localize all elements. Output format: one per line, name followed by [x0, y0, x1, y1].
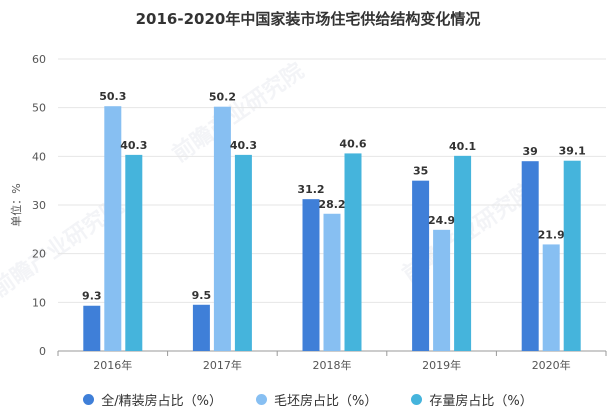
y-tick-label: 30 — [32, 199, 46, 212]
legend-item[interactable]: 毛坯房占比（%） — [256, 390, 377, 409]
bar — [542, 244, 560, 351]
legend-label: 毛坯房占比（%） — [274, 394, 378, 409]
y-tick-label: 60 — [32, 53, 46, 66]
data-label: 9.3 — [82, 290, 102, 303]
bar — [433, 229, 451, 351]
x-tick-label: 2020年 — [532, 358, 571, 372]
data-label: 40.3 — [230, 139, 257, 152]
bar — [234, 154, 252, 351]
y-tick-label: 0 — [39, 345, 46, 358]
y-tick-label: 20 — [32, 248, 46, 261]
bar — [125, 154, 143, 351]
data-label: 24.9 — [428, 214, 455, 227]
bar — [412, 180, 430, 351]
data-label: 40.3 — [120, 139, 147, 152]
x-tick-label: 2018年 — [313, 358, 352, 372]
y-tick-label: 40 — [32, 150, 46, 163]
bar — [323, 213, 341, 351]
legend-swatch — [411, 394, 423, 405]
data-label: 21.9 — [538, 228, 565, 241]
y-tick-label: 50 — [32, 102, 46, 115]
bar — [213, 106, 231, 352]
data-label: 40.1 — [449, 140, 476, 153]
data-label: 39 — [523, 145, 538, 158]
bar — [454, 155, 472, 351]
plot-area: 0 10 20 30 40 50 60 单位：% 2016年 9.3 50.3 40.3 2017年 9.… — [9, 53, 607, 372]
data-label: 28.2 — [318, 198, 345, 211]
x-tick-label: 2019年 — [422, 358, 461, 372]
legend: 全/精装房占比（%） 毛坯房占比（%） 存量房占比（%） — [0, 390, 616, 409]
data-label: 50.2 — [209, 91, 236, 104]
data-label: 39.1 — [559, 145, 586, 158]
y-tick-label: 10 — [32, 296, 46, 309]
legend-swatch — [256, 394, 267, 405]
bar — [344, 153, 362, 351]
y-axis-label: 单位：% — [9, 183, 23, 226]
bar — [302, 199, 320, 351]
legend-item[interactable]: 全/精装房占比（%） — [83, 390, 222, 409]
chart-title: 2016-2020年中国家装市场住宅供给结构变化情况 — [135, 10, 481, 28]
data-label: 35 — [413, 165, 428, 178]
legend-label: 全/精装房占比（%） — [101, 394, 222, 409]
x-tick-label: 2016年 — [93, 358, 132, 372]
bar — [192, 304, 210, 351]
data-label: 50.3 — [99, 90, 126, 103]
data-label: 9.5 — [192, 289, 212, 302]
data-label: 31.2 — [297, 183, 324, 196]
bar — [563, 160, 581, 351]
bar — [83, 305, 101, 351]
x-tick-label: 2017年 — [203, 358, 242, 372]
bar — [104, 106, 122, 351]
data-label: 40.6 — [339, 137, 366, 150]
legend-label: 存量房占比（%） — [429, 394, 533, 409]
bar — [521, 161, 539, 351]
legend-item[interactable]: 存量房占比（%） — [411, 390, 533, 409]
legend-swatch — [83, 394, 95, 405]
